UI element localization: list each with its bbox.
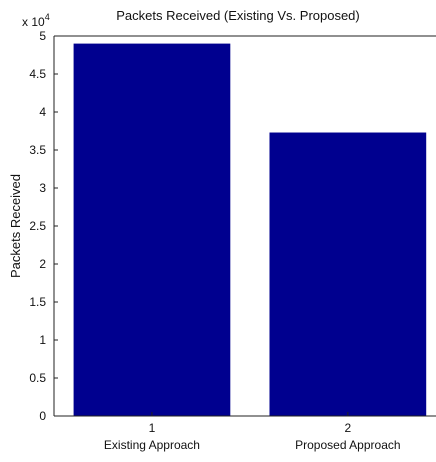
bar-2 (269, 132, 427, 416)
y-tick-label: 4 (39, 105, 46, 119)
x-tick-label: 1 (149, 421, 156, 435)
y-tick-label: 2.5 (29, 219, 46, 233)
y-tick-label: 0 (39, 409, 46, 423)
y-tick-label: 4.5 (29, 67, 46, 81)
category-label: Existing Approach (104, 438, 200, 452)
y-axis-exponent-power: 4 (45, 12, 50, 22)
y-axis-label: Packets Received (8, 174, 23, 278)
bar-1 (73, 43, 231, 416)
x-tick-label: 2 (345, 421, 352, 435)
y-tick-label: 0.5 (29, 371, 46, 385)
y-tick-label: 2 (39, 257, 46, 271)
y-tick-label: 1.5 (29, 295, 46, 309)
y-tick-label: 1 (39, 333, 46, 347)
category-label: Proposed Approach (295, 438, 400, 452)
y-tick-label: 5 (39, 29, 46, 43)
y-axis-exponent: x 104 (22, 12, 50, 29)
y-tick-label: 3.5 (29, 143, 46, 157)
y-tick-label: 3 (39, 181, 46, 195)
y-axis-exponent-base: x 10 (22, 15, 45, 29)
chart-title: Packets Received (Existing Vs. Proposed) (116, 8, 360, 23)
plot-area: 0 0.5 1 1.5 2 2.5 3 3.5 4 4.5 5 1 Existing Approach 2… (29, 29, 436, 452)
